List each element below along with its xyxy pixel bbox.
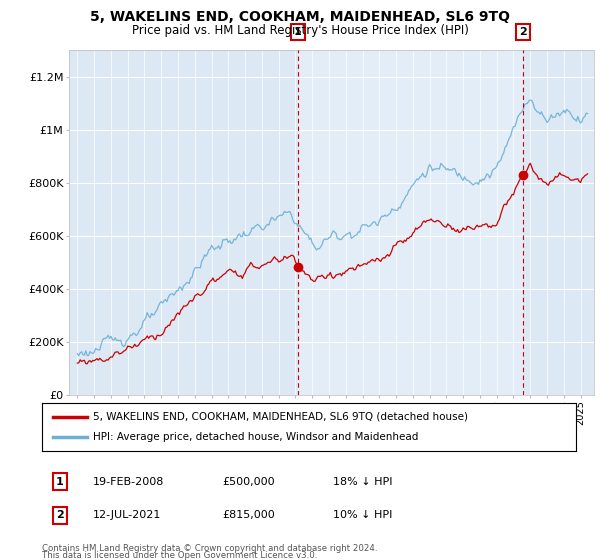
Text: 10% ↓ HPI: 10% ↓ HPI [333,510,392,520]
Text: 2: 2 [56,510,64,520]
Text: Contains HM Land Registry data © Crown copyright and database right 2024.: Contains HM Land Registry data © Crown c… [42,544,377,553]
Text: Price paid vs. HM Land Registry's House Price Index (HPI): Price paid vs. HM Land Registry's House … [131,24,469,37]
Text: This data is licensed under the Open Government Licence v3.0.: This data is licensed under the Open Gov… [42,551,317,560]
Text: 12-JUL-2021: 12-JUL-2021 [93,510,161,520]
Text: £815,000: £815,000 [222,510,275,520]
Text: HPI: Average price, detached house, Windsor and Maidenhead: HPI: Average price, detached house, Wind… [93,432,418,442]
Text: 2: 2 [518,27,526,36]
Text: 5, WAKELINS END, COOKHAM, MAIDENHEAD, SL6 9TQ: 5, WAKELINS END, COOKHAM, MAIDENHEAD, SL… [90,10,510,24]
Text: 1: 1 [294,27,301,36]
Text: 5, WAKELINS END, COOKHAM, MAIDENHEAD, SL6 9TQ (detached house): 5, WAKELINS END, COOKHAM, MAIDENHEAD, SL… [93,412,468,422]
Text: 19-FEB-2008: 19-FEB-2008 [93,477,164,487]
Text: 18% ↓ HPI: 18% ↓ HPI [333,477,392,487]
Text: £500,000: £500,000 [222,477,275,487]
Text: 1: 1 [56,477,64,487]
Bar [298,50,523,395]
